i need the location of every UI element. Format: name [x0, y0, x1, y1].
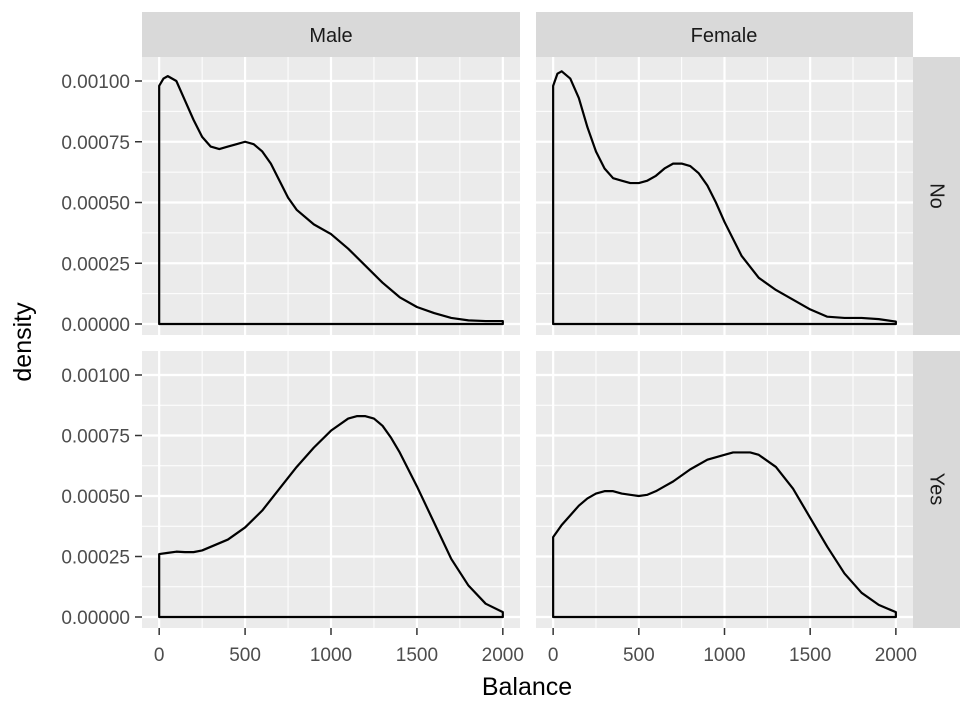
- y-tick-label: 0.00000: [61, 608, 130, 629]
- y-tick-label: 0.00050: [61, 194, 130, 215]
- y-tick-label: 0.00000: [61, 315, 130, 336]
- y-tick-label: 0.00025: [61, 254, 130, 275]
- x-tick-label: 1000: [310, 645, 352, 666]
- density-curve: [158, 415, 504, 619]
- strip-yes-label: Yes: [926, 473, 948, 506]
- panel-female-yes: [536, 351, 913, 628]
- x-tick-label: 500: [623, 645, 655, 666]
- y-tick-label: 0.00100: [61, 366, 130, 387]
- strip-yes: [913, 351, 960, 628]
- x-tick-label: 500: [229, 645, 261, 666]
- strip-female-label: Female: [691, 25, 758, 47]
- panel-male-no: [142, 57, 520, 335]
- y-tick-label: 0.00075: [61, 427, 130, 448]
- x-tick-label: 0: [154, 645, 165, 666]
- density-curve: [158, 75, 504, 326]
- axes: 0.00000 0.00025 0.00050 0.00075 0.00100 0.000…: [61, 72, 917, 666]
- x-tick-label: 0: [548, 645, 559, 666]
- density-curve: [552, 451, 897, 619]
- x-axis-title: Balance: [482, 673, 572, 701]
- y-tick-label: 0.00025: [61, 548, 130, 569]
- panel-female-no: [536, 57, 913, 335]
- y-tick-label: 0.00050: [61, 487, 130, 508]
- strip-no: [913, 57, 960, 335]
- x-tick-label: 1500: [396, 645, 438, 666]
- panel-male-yes: [142, 351, 520, 628]
- x-tick-label: 2000: [482, 645, 524, 666]
- x-tick-label: 1000: [703, 645, 745, 666]
- strip-female: [536, 12, 913, 57]
- strip-male-label: Male: [309, 25, 352, 47]
- x-tick-label: 2000: [875, 645, 917, 666]
- x-tick-label: 1500: [789, 645, 831, 666]
- strip-no-label: No: [926, 183, 948, 209]
- strip-male: [142, 12, 520, 57]
- y-tick-label: 0.00100: [61, 72, 130, 93]
- y-tick-label: 0.00075: [61, 133, 130, 154]
- density-curve: [552, 70, 897, 326]
- y-axis-title: density: [9, 302, 37, 382]
